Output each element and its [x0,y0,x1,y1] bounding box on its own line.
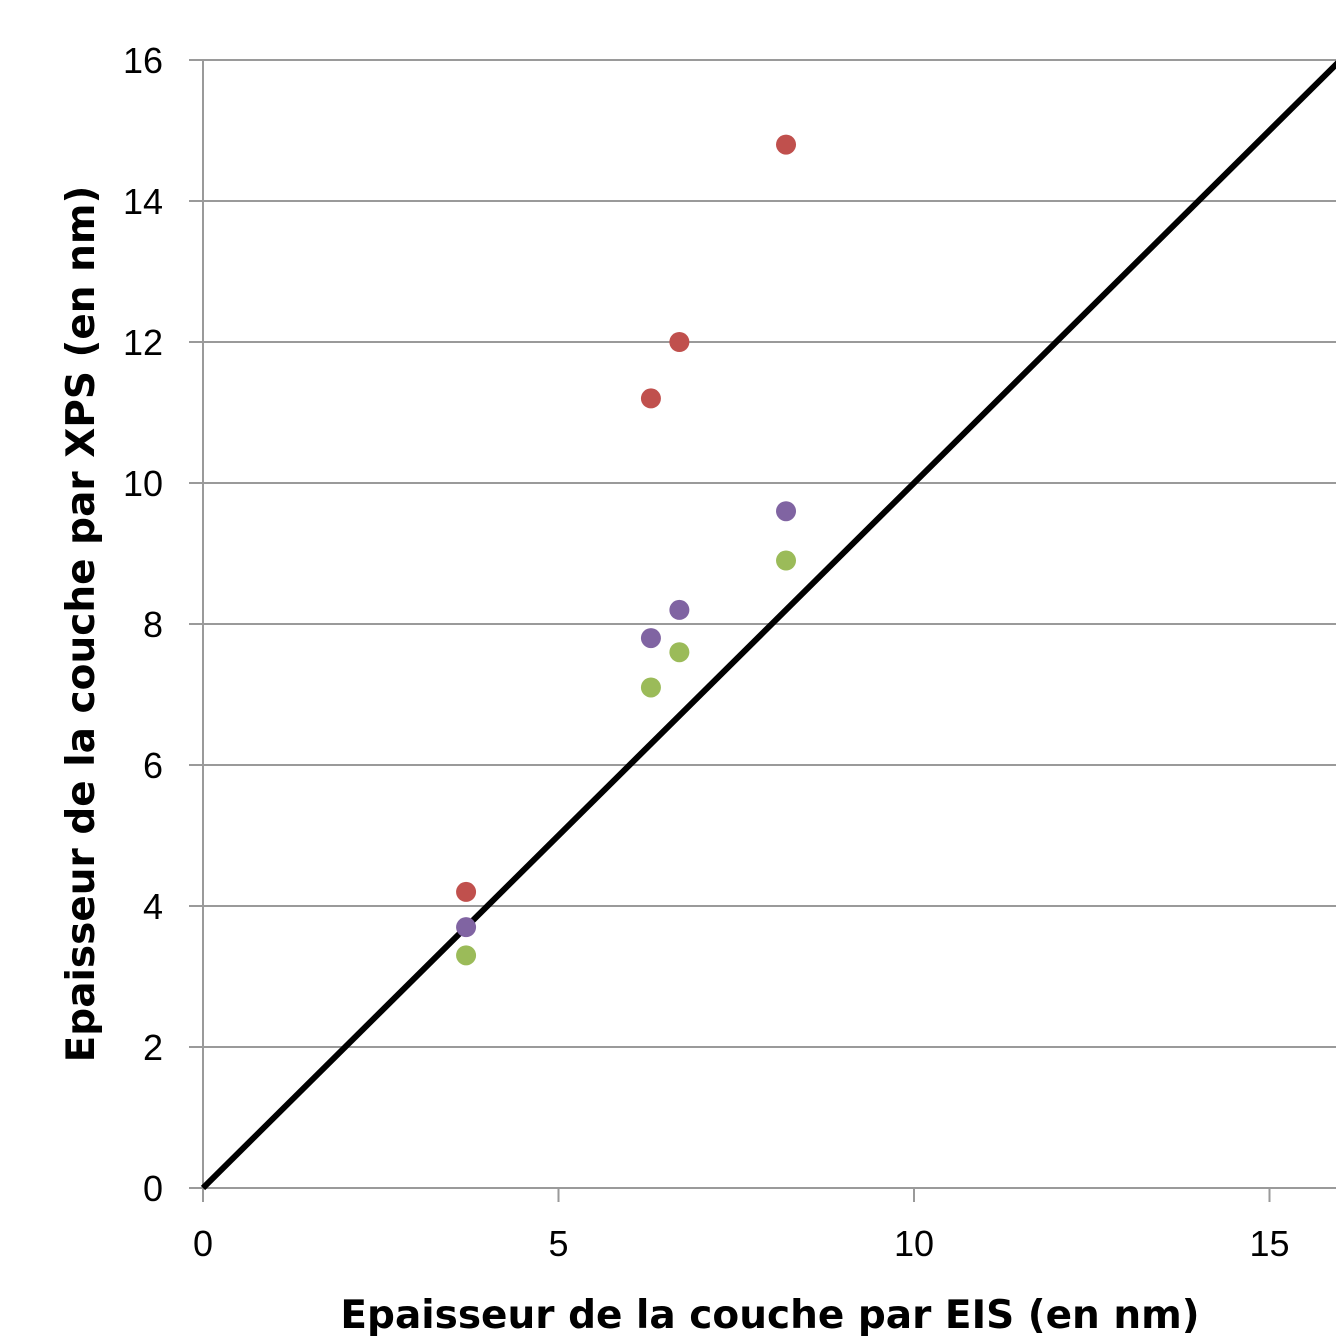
reference-line-group [200,60,1336,1191]
data-point-series-2 [669,599,690,620]
gridlines [203,59,1336,1048]
y-axis-title: Epaisseur de la couche par XPS (en nm) [59,186,104,1063]
x-tick-labels: 0 5 10 15 [193,1223,1290,1264]
data-point-series-3 [776,550,797,571]
y-tick-label: 10 [123,463,163,504]
data-point-series-2 [456,917,477,938]
data-point-series-3 [456,945,477,966]
data-point-series-3 [640,677,661,698]
x-tick-label: 10 [894,1223,934,1264]
y-tick-label: 4 [143,886,163,927]
y-tick-label: 16 [123,40,163,81]
y-tick-label: 12 [123,322,163,363]
data-point-series-1 [776,134,797,155]
data-point-series-1 [669,332,690,352]
x-axis-title: Epaisseur de la couche par EIS (en nm) [340,1293,1199,1338]
y-tick-label: 8 [143,604,163,645]
y-tick-label: 14 [123,181,163,222]
data-points [456,134,797,966]
y-tick-labels: 0 2 4 6 8 10 12 14 16 [123,40,163,1209]
data-point-series-1 [640,388,661,409]
data-point-series-2 [776,501,797,522]
data-point-series-1 [456,881,477,902]
data-point-series-3 [669,642,690,663]
x-tick-label: 5 [548,1223,568,1264]
x-tick-label: 0 [193,1223,213,1264]
data-point-series-2 [640,628,661,649]
y-tick-label: 2 [143,1027,163,1068]
y-tick-label: 0 [143,1168,163,1209]
reference-line [200,60,1336,1191]
axes [189,59,1336,1202]
x-tick-label: 15 [1249,1223,1289,1264]
y-tick-label: 6 [143,745,163,786]
